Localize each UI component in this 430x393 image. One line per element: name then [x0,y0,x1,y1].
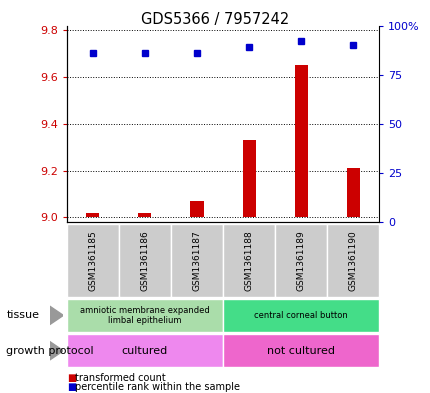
Text: not cultured: not cultured [267,346,335,356]
Text: percentile rank within the sample: percentile rank within the sample [75,382,240,392]
Text: GSM1361186: GSM1361186 [140,230,149,291]
Text: GDS5366 / 7957242: GDS5366 / 7957242 [141,12,289,27]
Text: ■: ■ [67,382,76,392]
Text: growth protocol: growth protocol [6,346,94,356]
Text: ■: ■ [67,373,76,383]
Bar [346,168,359,217]
Text: GSM1361190: GSM1361190 [348,230,357,291]
Bar [190,201,203,217]
Polygon shape [49,342,63,360]
Polygon shape [49,306,63,325]
Bar [138,213,151,217]
Text: transformed count: transformed count [75,373,166,383]
Bar [294,65,307,217]
Text: GSM1361189: GSM1361189 [296,230,305,291]
Bar [86,213,99,217]
Text: amniotic membrane expanded
limbal epithelium: amniotic membrane expanded limbal epithe… [80,306,209,325]
Bar [242,140,255,217]
Text: GSM1361185: GSM1361185 [88,230,97,291]
Text: GSM1361187: GSM1361187 [192,230,201,291]
Text: GSM1361188: GSM1361188 [244,230,253,291]
Text: cultured: cultured [122,346,168,356]
Text: tissue: tissue [6,310,40,320]
Text: central corneal button: central corneal button [254,311,347,320]
